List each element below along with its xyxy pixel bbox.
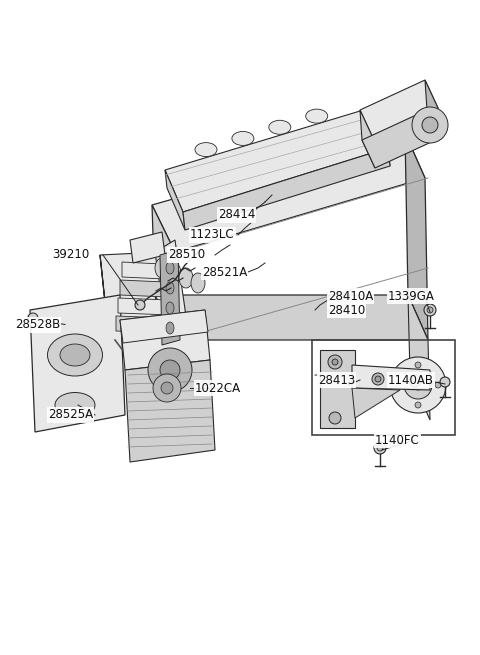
Ellipse shape <box>166 322 174 334</box>
Circle shape <box>395 382 401 388</box>
Circle shape <box>332 359 338 365</box>
Ellipse shape <box>179 268 193 288</box>
Circle shape <box>153 374 181 402</box>
Ellipse shape <box>167 263 181 283</box>
Circle shape <box>329 412 341 424</box>
Circle shape <box>413 380 423 390</box>
Ellipse shape <box>55 392 95 417</box>
Circle shape <box>390 357 446 413</box>
Circle shape <box>424 304 436 316</box>
Text: 28510: 28510 <box>168 248 205 261</box>
Polygon shape <box>118 298 171 315</box>
Ellipse shape <box>269 121 291 134</box>
Ellipse shape <box>60 344 90 366</box>
Circle shape <box>415 362 421 368</box>
Polygon shape <box>165 108 388 212</box>
Ellipse shape <box>195 143 217 157</box>
Circle shape <box>427 307 433 313</box>
Polygon shape <box>160 250 180 345</box>
Text: 1339GA: 1339GA <box>388 290 435 303</box>
Ellipse shape <box>232 132 254 145</box>
Text: 28525A: 28525A <box>48 409 93 422</box>
Bar <box>312 340 455 435</box>
Circle shape <box>422 117 438 133</box>
Text: 1123LC: 1123LC <box>190 229 235 242</box>
Text: 28410: 28410 <box>328 303 365 316</box>
Circle shape <box>377 445 383 451</box>
Circle shape <box>440 377 450 387</box>
Polygon shape <box>360 80 438 138</box>
Polygon shape <box>362 110 440 168</box>
Circle shape <box>435 382 441 388</box>
Polygon shape <box>152 133 425 252</box>
Polygon shape <box>360 110 375 168</box>
Text: 28410A: 28410A <box>328 290 373 303</box>
Circle shape <box>415 402 421 408</box>
Circle shape <box>135 300 145 310</box>
Circle shape <box>412 107 448 143</box>
Text: 28521A: 28521A <box>202 265 247 278</box>
Circle shape <box>148 348 192 392</box>
Polygon shape <box>116 316 174 333</box>
Text: 28413: 28413 <box>318 373 355 386</box>
Ellipse shape <box>166 282 174 294</box>
Polygon shape <box>120 310 208 343</box>
Polygon shape <box>155 295 188 405</box>
Polygon shape <box>122 262 165 279</box>
Circle shape <box>161 382 173 394</box>
Polygon shape <box>405 133 428 340</box>
Circle shape <box>374 442 386 454</box>
Circle shape <box>160 360 180 380</box>
Polygon shape <box>30 295 125 432</box>
Polygon shape <box>408 295 430 420</box>
Polygon shape <box>100 255 112 368</box>
Ellipse shape <box>306 109 328 123</box>
Ellipse shape <box>166 302 174 314</box>
Ellipse shape <box>191 273 205 293</box>
Ellipse shape <box>155 258 169 278</box>
Text: 1140FC: 1140FC <box>375 434 420 447</box>
Text: 1022CA: 1022CA <box>195 381 241 394</box>
Text: 28414: 28414 <box>218 208 255 221</box>
Polygon shape <box>183 148 390 230</box>
Circle shape <box>328 355 342 369</box>
Polygon shape <box>100 252 172 350</box>
Polygon shape <box>152 205 178 340</box>
Text: 28528B: 28528B <box>15 318 60 331</box>
Polygon shape <box>120 310 210 370</box>
Circle shape <box>28 313 38 323</box>
Polygon shape <box>370 108 390 166</box>
Circle shape <box>409 375 421 387</box>
Polygon shape <box>130 232 165 263</box>
Polygon shape <box>165 170 185 230</box>
Polygon shape <box>125 360 215 462</box>
Circle shape <box>404 371 432 399</box>
Text: 1140AB: 1140AB <box>388 373 434 386</box>
Polygon shape <box>425 80 440 138</box>
Polygon shape <box>352 365 430 390</box>
Ellipse shape <box>166 262 174 274</box>
Circle shape <box>372 373 384 385</box>
Polygon shape <box>352 388 400 418</box>
Ellipse shape <box>48 334 103 376</box>
Polygon shape <box>120 280 168 297</box>
Polygon shape <box>320 350 355 428</box>
Circle shape <box>375 376 381 382</box>
Text: 39210: 39210 <box>52 248 89 261</box>
Polygon shape <box>155 240 188 342</box>
Polygon shape <box>155 295 428 340</box>
